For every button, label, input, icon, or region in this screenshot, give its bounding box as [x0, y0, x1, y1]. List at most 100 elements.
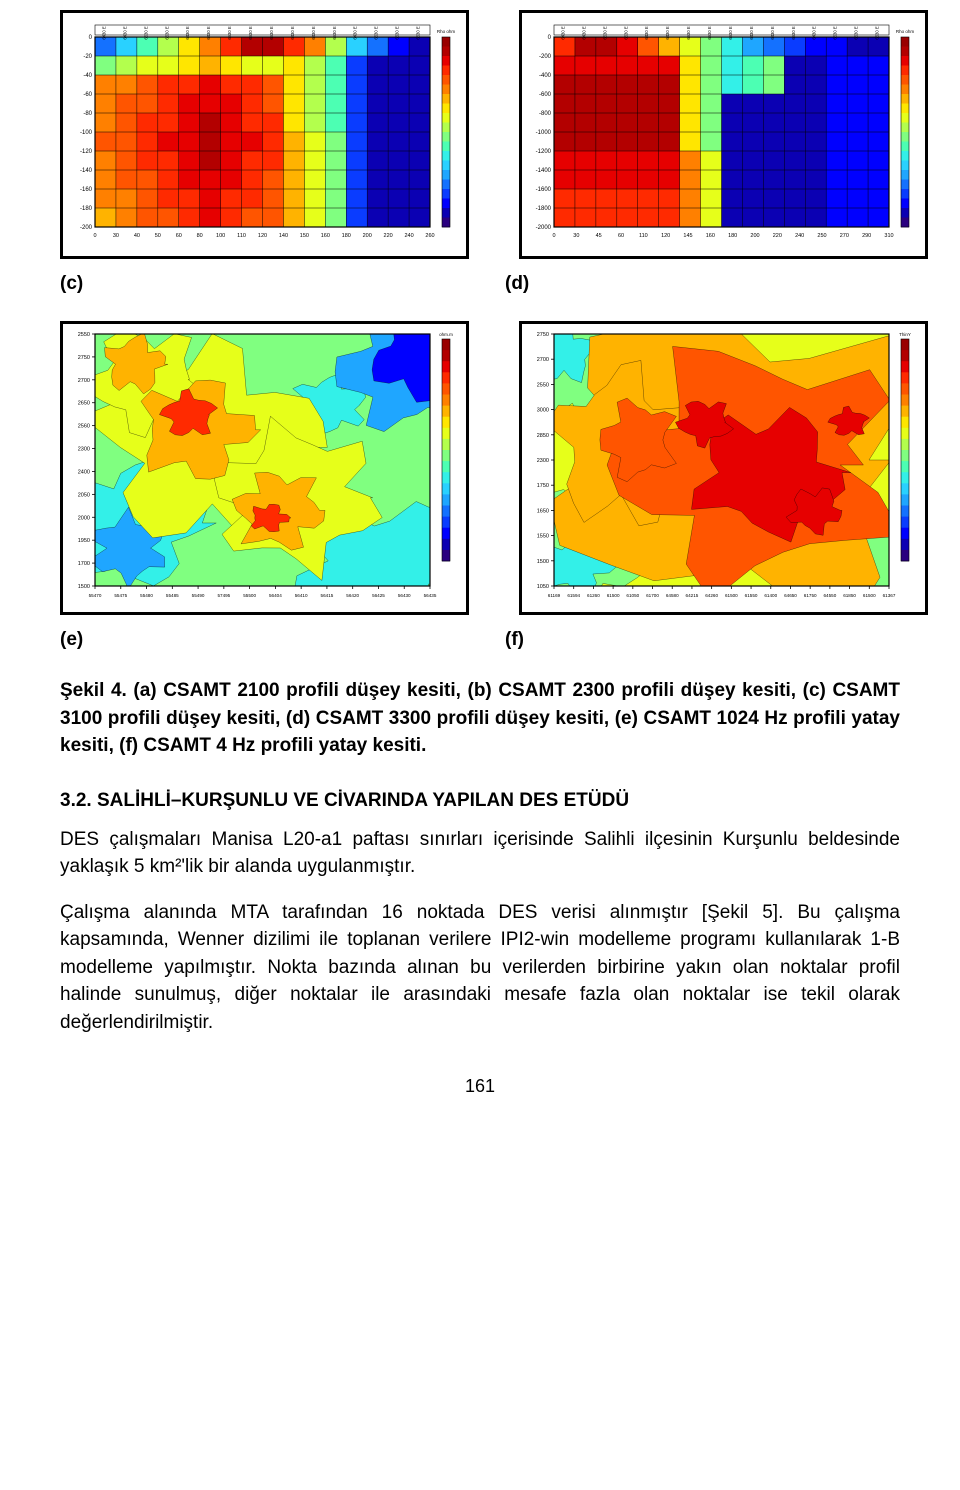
svg-text:61500: 61500 — [863, 593, 876, 598]
svg-text:110: 110 — [237, 233, 246, 239]
svg-text:6530 E: 6530 E — [686, 26, 691, 39]
figure-caption: Şekil 4. (a) CSAMT 2100 profili düşey ke… — [60, 677, 900, 760]
subcap-f: (f) — [505, 629, 900, 651]
svg-text:56430: 56430 — [398, 593, 411, 598]
svg-text:50: 50 — [155, 233, 161, 239]
svg-text:2000: 2000 — [78, 515, 90, 521]
svg-text:ThinY: ThinY — [899, 332, 911, 337]
svg-text:3000: 3000 — [537, 408, 549, 414]
svg-text:220: 220 — [773, 233, 782, 239]
svg-text:2300: 2300 — [78, 447, 90, 453]
svg-text:2700: 2700 — [537, 357, 549, 363]
svg-text:150: 150 — [300, 233, 309, 239]
svg-text:120: 120 — [661, 233, 670, 239]
svg-text:200: 200 — [363, 233, 372, 239]
svg-text:2560: 2560 — [78, 424, 90, 430]
svg-text:-1600: -1600 — [536, 187, 552, 193]
section-number: 3.2. — [60, 790, 92, 811]
svg-text:55485: 55485 — [166, 593, 179, 598]
svg-text:6430 E: 6430 E — [812, 26, 817, 39]
svg-text:6430 E: 6430 E — [101, 26, 106, 39]
svg-text:-40: -40 — [83, 73, 92, 79]
subcap-d: (d) — [505, 273, 900, 295]
svg-text:1500: 1500 — [537, 559, 549, 565]
svg-text:6430 E: 6430 E — [353, 26, 358, 39]
svg-text:2550: 2550 — [78, 332, 90, 338]
subcap-e: (e) — [60, 629, 455, 651]
svg-text:6430 E: 6430 E — [185, 26, 190, 39]
svg-text:110: 110 — [639, 233, 648, 239]
svg-text:120: 120 — [258, 233, 267, 239]
svg-text:6530 E: 6530 E — [854, 26, 859, 39]
svg-text:6530 E: 6530 E — [707, 26, 712, 39]
svg-text:-800: -800 — [539, 111, 552, 117]
svg-text:60: 60 — [618, 233, 624, 239]
svg-text:6530 E: 6530 E — [164, 26, 169, 39]
svg-text:6530 E: 6530 E — [875, 26, 880, 39]
svg-text:56410: 56410 — [295, 593, 308, 598]
svg-text:-180: -180 — [80, 206, 93, 212]
svg-text:2300: 2300 — [537, 458, 549, 464]
svg-text:6430 E: 6430 E — [665, 26, 670, 39]
svg-text:100: 100 — [216, 233, 225, 239]
svg-text:61260: 61260 — [587, 593, 600, 598]
svg-text:-80: -80 — [83, 111, 92, 117]
figure-e: 2550275027002650256023002400205020001950… — [60, 321, 469, 615]
svg-text:-1200: -1200 — [536, 149, 552, 155]
svg-text:2400: 2400 — [78, 469, 90, 475]
svg-text:1650: 1650 — [537, 508, 549, 514]
svg-text:56415: 56415 — [321, 593, 334, 598]
figure-c: 6430 E6430 E6530 E6530 E6430 E6430 E6530… — [60, 10, 469, 259]
svg-text:61500: 61500 — [725, 593, 738, 598]
svg-text:1750: 1750 — [537, 483, 549, 489]
svg-text:6530 E: 6530 E — [623, 26, 628, 39]
svg-text:-1400: -1400 — [536, 168, 552, 174]
svg-text:80: 80 — [197, 233, 203, 239]
svg-text:2550: 2550 — [537, 382, 549, 388]
svg-text:240: 240 — [404, 233, 413, 239]
svg-text:6430 E: 6430 E — [770, 26, 775, 39]
svg-text:56404: 56404 — [269, 593, 282, 598]
svg-text:60: 60 — [176, 233, 182, 239]
svg-text:6530 E: 6530 E — [248, 26, 253, 39]
svg-text:6530 E: 6530 E — [728, 26, 733, 39]
svg-text:55500: 55500 — [243, 593, 256, 598]
svg-text:180: 180 — [342, 233, 351, 239]
svg-text:200: 200 — [750, 233, 759, 239]
svg-text:-100: -100 — [80, 130, 93, 136]
svg-text:Rho ohm: Rho ohm — [437, 29, 456, 34]
svg-text:260: 260 — [425, 233, 434, 239]
svg-text:55490: 55490 — [192, 593, 205, 598]
svg-text:-120: -120 — [80, 149, 93, 155]
svg-text:0: 0 — [552, 233, 555, 239]
svg-text:160: 160 — [706, 233, 715, 239]
svg-text:61850: 61850 — [843, 593, 856, 598]
svg-text:61400: 61400 — [764, 593, 777, 598]
svg-text:240: 240 — [795, 233, 804, 239]
svg-text:64260: 64260 — [705, 593, 718, 598]
svg-text:Rho ohm: Rho ohm — [896, 29, 915, 34]
svg-text:30: 30 — [573, 233, 579, 239]
svg-text:6430 E: 6430 E — [560, 26, 565, 39]
svg-text:61550: 61550 — [745, 593, 758, 598]
svg-text:2850: 2850 — [537, 433, 549, 439]
svg-text:61169: 61169 — [548, 593, 561, 598]
svg-text:-2000: -2000 — [536, 225, 552, 231]
svg-text:55470: 55470 — [89, 593, 102, 598]
svg-text:1950: 1950 — [78, 538, 90, 544]
svg-text:-200: -200 — [80, 225, 93, 231]
svg-text:-140: -140 — [80, 168, 93, 174]
svg-text:2750: 2750 — [78, 355, 90, 361]
svg-text:ohm.m: ohm.m — [439, 332, 453, 337]
svg-text:30: 30 — [113, 233, 119, 239]
svg-text:2650: 2650 — [78, 401, 90, 407]
subcaption-row-cd: (c) (d) — [60, 273, 900, 295]
section-title: SALİHLİ–KURŞUNLU VE CİVARINDA YAPILAN DE… — [97, 790, 629, 811]
subcap-c: (c) — [60, 273, 455, 295]
svg-text:1050: 1050 — [537, 584, 549, 590]
svg-text:1500: 1500 — [78, 584, 90, 590]
subcaption-row-ef: (e) (f) — [60, 629, 900, 651]
svg-text:6530 E: 6530 E — [395, 26, 400, 39]
section-heading: 3.2. SALİHLİ–KURŞUNLU VE CİVARINDA YAPIL… — [60, 790, 900, 812]
svg-text:6530 E: 6530 E — [269, 26, 274, 39]
